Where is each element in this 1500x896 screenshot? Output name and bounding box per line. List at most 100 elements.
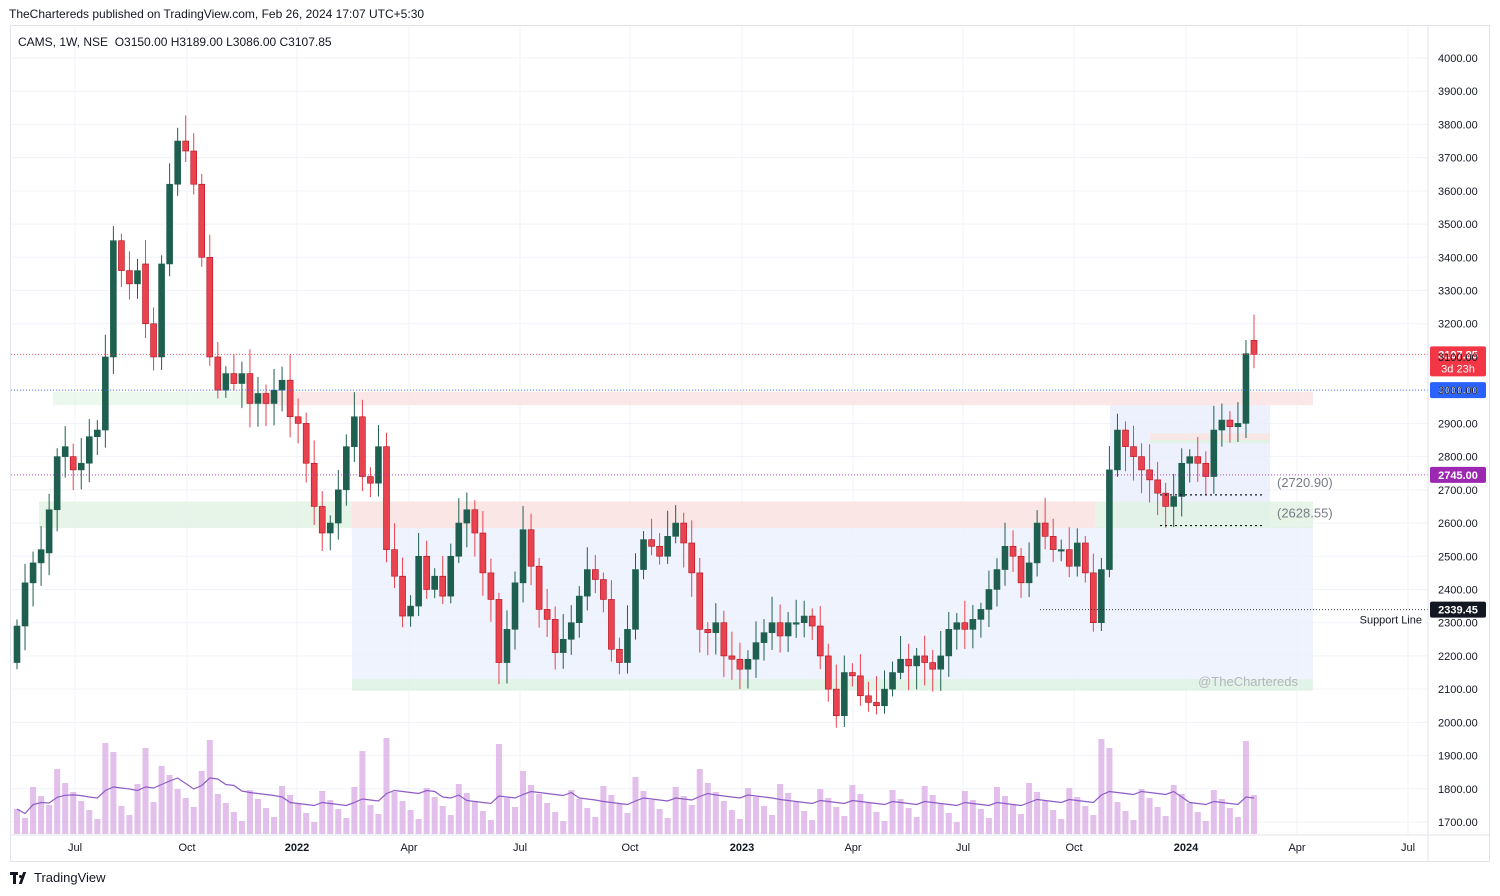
volume-bar: [126, 815, 133, 834]
candle-up: [889, 672, 896, 690]
y-tick-label: 3100.00: [1438, 352, 1478, 364]
candle-up: [1106, 469, 1113, 570]
price-tag: [1430, 382, 1486, 399]
y-tick-label: 1700.00: [1438, 817, 1478, 829]
y-tick-label: 3000.00: [1438, 385, 1478, 397]
volume-bar: [1058, 819, 1065, 834]
y-tick-label: 3500.00: [1438, 219, 1478, 231]
symbol-name: CAMS, 1W, NSE: [18, 35, 109, 49]
volume-bar: [584, 808, 591, 834]
supply-zone: [262, 391, 1313, 406]
volume-bar: [953, 822, 960, 834]
volume-bar: [487, 820, 494, 834]
x-tick-label: Apr: [1288, 842, 1305, 854]
volume-bar: [495, 744, 502, 834]
candle-up: [1218, 419, 1226, 431]
volume-bar: [335, 809, 342, 834]
volume-bar: [351, 787, 358, 834]
candle-down: [736, 658, 744, 670]
volume-bar: [793, 802, 800, 834]
volume-bar: [238, 821, 245, 834]
volume-bar: [503, 798, 510, 834]
candle-up: [1073, 542, 1081, 567]
candle-down: [857, 675, 864, 697]
volume-bar: [22, 818, 29, 834]
candle-up: [511, 582, 519, 630]
candle-down: [310, 462, 318, 507]
volume-bar: [295, 804, 302, 834]
volume-bar: [985, 818, 992, 834]
candle-up: [993, 569, 1001, 590]
volume-bar: [70, 792, 77, 834]
candle-up: [752, 642, 760, 660]
volume-bar: [1186, 803, 1193, 834]
candle-up: [640, 539, 647, 570]
candle-down: [1017, 555, 1025, 584]
ohlc-values: O3150.00 H3189.00 L3086.00 C3107.85: [114, 35, 332, 49]
volume-bar: [311, 822, 318, 834]
candle-up: [841, 672, 848, 717]
volume-bar: [423, 788, 430, 834]
candle-down: [359, 416, 366, 477]
volume-bar: [190, 807, 197, 834]
candle-down: [1065, 549, 1073, 567]
volume-bar: [945, 813, 952, 834]
candle-down: [286, 379, 294, 418]
candle-up: [158, 263, 165, 358]
volume-bar: [865, 803, 872, 834]
symbol-legend[interactable]: CAMS, 1W, NSE O3150.00 H3189.00 L3086.00…: [18, 35, 332, 49]
candle-up: [584, 569, 591, 597]
volume-bar: [246, 790, 253, 834]
volume-bar: [158, 766, 165, 834]
candle-up: [624, 629, 631, 663]
candle-up: [102, 356, 109, 431]
candle-down: [1122, 429, 1129, 447]
volume-bar: [463, 793, 470, 834]
candle-up: [21, 582, 29, 627]
volume-bar: [319, 791, 326, 834]
candle-up: [897, 658, 904, 673]
candle-down: [423, 555, 430, 590]
candle-down: [1090, 572, 1097, 623]
volume-bar: [110, 752, 117, 834]
candle-down: [479, 532, 487, 574]
candle-up: [1057, 549, 1065, 552]
candle-down: [551, 619, 559, 653]
candle-up: [1098, 569, 1105, 623]
candle-down: [824, 655, 832, 690]
candle-up: [270, 389, 278, 404]
volume-bar: [431, 797, 438, 834]
volume-bar: [728, 810, 735, 834]
volume-bar: [929, 795, 936, 834]
y-tick-label: 2000.00: [1438, 717, 1478, 729]
candle-up: [85, 436, 93, 464]
y-tick-label: 2700.00: [1438, 485, 1478, 497]
y-tick-label: 3200.00: [1438, 319, 1478, 331]
volume-bar: [672, 787, 679, 834]
candle-down: [471, 509, 479, 534]
volume-bar: [889, 790, 896, 834]
candle-down: [961, 622, 969, 630]
volume-bar: [648, 800, 655, 834]
volume-bar: [696, 769, 703, 834]
volume-bar: [343, 818, 350, 834]
candle-up: [664, 536, 671, 557]
candle-down: [1194, 456, 1202, 464]
footer-brand[interactable]: TradingView: [10, 870, 106, 885]
candle-down: [728, 655, 736, 660]
candle-down: [527, 529, 535, 567]
candle-up: [1234, 423, 1242, 428]
candle-up: [61, 446, 69, 457]
volume-bar: [142, 748, 149, 834]
candle-down: [383, 446, 390, 550]
candle-down: [1162, 492, 1169, 507]
candle-down: [1082, 542, 1089, 574]
candle-up: [415, 555, 422, 607]
y-tick-label: 2800.00: [1438, 452, 1478, 464]
volume-bar: [592, 817, 599, 834]
candle-up: [375, 446, 382, 484]
candle-down: [294, 416, 302, 424]
x-tick-label: Oct: [621, 842, 638, 854]
candle-down: [182, 140, 189, 152]
